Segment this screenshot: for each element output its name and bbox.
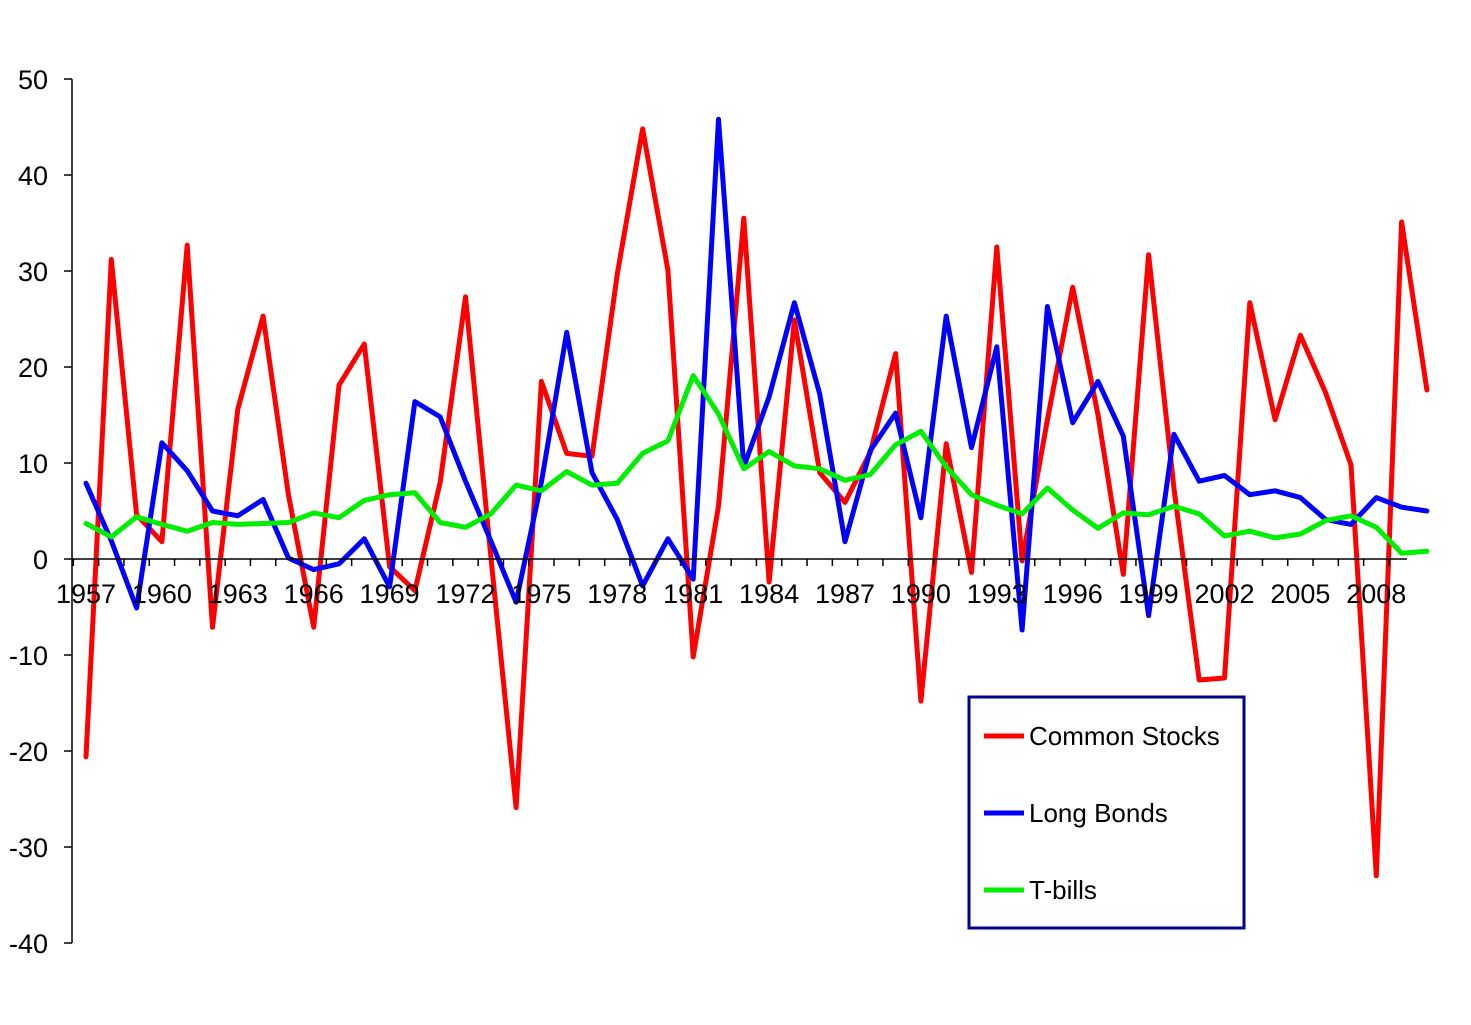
- y-tick-label: -10: [9, 641, 48, 671]
- y-tick-label: 10: [18, 449, 48, 479]
- series-line-long-bonds: [83, 116, 1430, 633]
- y-tick-label: -30: [9, 833, 48, 863]
- x-tick-label: 1963: [208, 579, 268, 609]
- x-tick-label: 2002: [1194, 579, 1254, 609]
- x-tick-label: 1999: [1119, 579, 1179, 609]
- x-tick-label: 1966: [284, 579, 344, 609]
- x-tick-label: 1972: [435, 579, 495, 609]
- x-tick-label: 1969: [360, 579, 420, 609]
- y-tick-label: 30: [18, 257, 48, 287]
- plot-lines: [83, 116, 1430, 879]
- x-tick-label: 1990: [891, 579, 951, 609]
- series-line-t-bills: [83, 373, 1430, 556]
- legend: Common Stocks Long Bonds T-bills: [967, 695, 1246, 930]
- x-tick-label: 1984: [739, 579, 799, 609]
- x-tick-label: 1957: [56, 579, 116, 609]
- x-tick-label: 1960: [132, 579, 192, 609]
- x-tick-label: 1996: [1043, 579, 1103, 609]
- x-tick-label: 1981: [663, 579, 723, 609]
- legend-label-t-bills: T-bills: [1029, 875, 1097, 905]
- x-tick-label: 1978: [587, 579, 647, 609]
- x-tick-label: 1993: [967, 579, 1027, 609]
- y-tick-label: 40: [18, 161, 48, 191]
- y-axis: -40 -30 -20 -10 0 10 20 30 40 50: [9, 65, 73, 959]
- y-tick-label: -40: [9, 929, 48, 959]
- x-tick-label: 1975: [511, 579, 571, 609]
- y-tick-label: -20: [9, 737, 48, 767]
- x-axis: 1957 1960 1963 1966 1969 1972 1975 1978 1981 1984…: [56, 558, 1407, 609]
- legend-label-common-stocks: Common Stocks: [1029, 721, 1220, 751]
- y-tick-label: 20: [18, 353, 48, 383]
- x-tick-label: 1987: [815, 579, 875, 609]
- y-tick-label: 50: [18, 65, 48, 95]
- x-tick-label: 2005: [1270, 579, 1330, 609]
- series-line-common-stocks: [83, 126, 1430, 879]
- x-tick-label: 2008: [1346, 579, 1406, 609]
- legend-label-long-bonds: Long Bonds: [1029, 798, 1168, 828]
- y-tick-label: 0: [33, 545, 48, 575]
